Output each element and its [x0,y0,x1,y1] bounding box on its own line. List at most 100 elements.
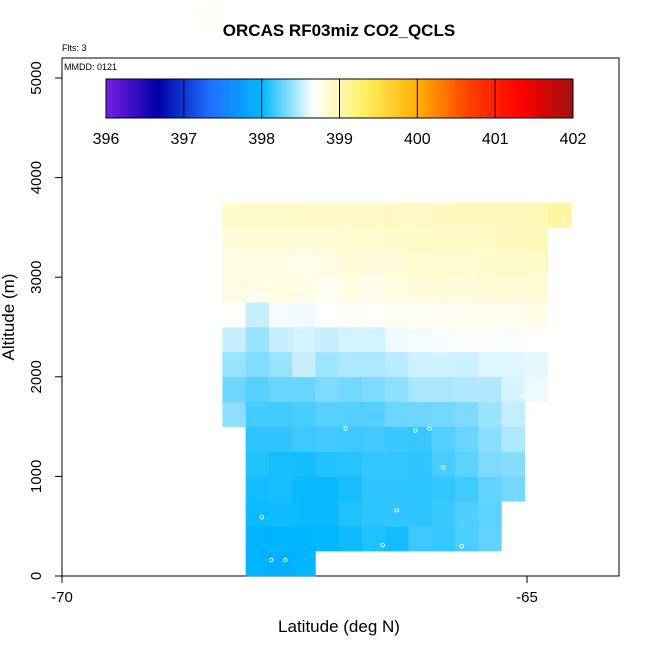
heatmap-cell [292,302,316,328]
heatmap-cell [245,327,270,353]
y-tick-label: 3000 [28,261,45,294]
heatmap-cell [431,227,456,253]
heatmap-cell [315,252,339,278]
heatmap-cell [408,526,432,552]
heatmap-cell [431,401,456,427]
heatmap-cell [408,302,432,328]
heatmap-cell [501,252,525,278]
heatmap-cell [292,351,316,378]
heatmap-cell [245,526,270,552]
heatmap-cell [524,202,549,228]
heatmap-cell [315,277,339,303]
heatmap-cell [408,426,432,452]
heatmap-cell [408,451,432,477]
heatmap-cell [222,302,246,328]
x-axis: -70 -65 [51,576,538,606]
heatmap-cell [454,426,479,452]
heatmap-cell [454,302,479,328]
heatmap-cell [199,3,223,29]
heatmap-cell [408,277,432,303]
x-axis-label: Latitude (deg N) [278,617,400,636]
flight-point [561,219,567,224]
heatmap-cell [478,327,502,353]
colorbar-tick-label: 402 [560,131,587,148]
heatmap-cell [245,302,270,328]
heatmap-cell [408,376,432,402]
heatmap-cell [268,551,293,577]
heatmap-cell [454,351,479,378]
heatmap-cell [454,227,479,253]
heatmap-cell [408,476,432,502]
heatmap-cells [199,3,572,577]
heatmap-cell [292,277,316,303]
plot-area [61,57,620,577]
heatmap-cell [338,476,363,502]
heatmap-cell [501,227,525,253]
heatmap-cell [338,401,363,427]
flight-point [394,508,400,513]
flight-point [259,514,265,520]
heatmap-cell [338,501,363,527]
mmdd-label: MMDD: 0121 [64,62,117,72]
y-tick-label: 0 [28,572,45,580]
heatmap-cell [268,252,293,278]
heatmap-cell [292,526,316,552]
heatmap-cell [338,302,363,328]
y-tick-label: 2000 [28,360,45,393]
heatmap-cell [361,426,386,452]
heatmap-cell [315,426,339,452]
heatmap-cell [524,351,549,378]
heatmap-cell [292,327,316,353]
colorbar-ticks: 396 397 398 399 400 401 402 [93,79,587,148]
heatmap-cell [315,526,339,552]
heatmap-cell [431,501,456,527]
plot-frame [61,57,620,577]
flight-point [441,465,446,470]
y-axis-label: Altitude (m) [0,274,18,361]
heatmap-cell [524,277,549,303]
heatmap-cell [222,401,246,427]
flight-point [427,426,432,431]
heatmap-cell [268,401,293,427]
colorbar-tick-label: 396 [93,131,120,148]
heatmap-cell [501,327,525,353]
heatmap-cell [385,227,409,253]
heatmap-cell [478,526,502,552]
heatmap-cell [431,351,456,378]
heatmap-cell [292,476,316,502]
heatmap-cell [408,401,432,427]
heatmap-cell [454,451,479,477]
heatmap-cell [222,227,246,253]
heatmap-cell [292,252,316,278]
heatmap-cell [361,327,386,353]
flight-point [269,557,274,563]
heatmap-cell [431,426,456,452]
heatmap-cell [454,252,479,278]
heatmap-cell [524,227,549,253]
heatmap-cell [454,526,479,552]
heatmap-cell [431,526,456,552]
colorbar-tick-label: 400 [404,131,431,148]
heatmap-cell [361,476,386,502]
heatmap-cell [245,277,270,303]
heatmap-cell [385,526,409,552]
heatmap-cell [385,351,409,378]
x-tick-label: -65 [516,589,538,606]
heatmap-cell [245,501,270,527]
heatmap-cell [245,451,270,477]
heatmap-cell [478,501,502,527]
y-tick-label: 5000 [28,61,45,94]
flight-point [231,290,237,296]
heatmap-cell [501,302,525,328]
heatmap-cell [385,302,409,328]
heatmap-cell [315,351,339,378]
heatmap-cell [292,426,316,452]
heatmap-cell [315,501,339,527]
heatmap-cell [268,376,293,402]
heatmap-cell [478,401,502,427]
heatmap-cell [315,227,339,253]
heatmap-cell [478,227,502,253]
heatmap-cell [338,451,363,477]
chart-title: ORCAS RF03miz CO2_QCLS [223,21,455,40]
